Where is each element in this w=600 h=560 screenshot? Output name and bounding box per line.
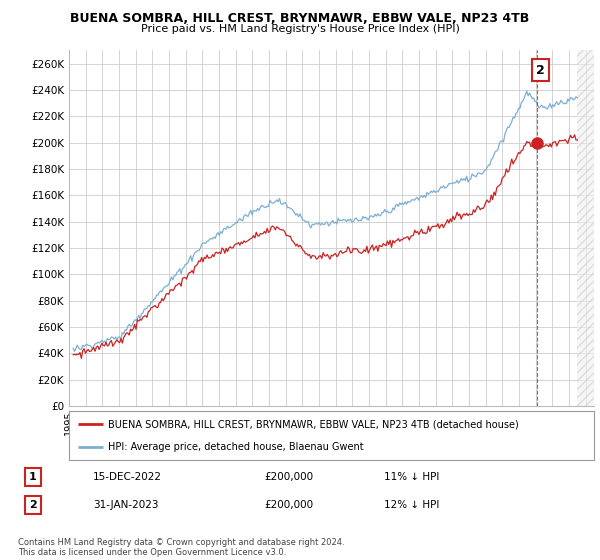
Text: 12% ↓ HPI: 12% ↓ HPI xyxy=(384,500,439,510)
Text: HPI: Average price, detached house, Blaenau Gwent: HPI: Average price, detached house, Blae… xyxy=(109,442,364,452)
Text: 2: 2 xyxy=(536,64,545,77)
Text: £200,000: £200,000 xyxy=(264,500,313,510)
Text: £200,000: £200,000 xyxy=(264,472,313,482)
Text: 11% ↓ HPI: 11% ↓ HPI xyxy=(384,472,439,482)
Text: BUENA SOMBRA, HILL CREST, BRYNMAWR, EBBW VALE, NP23 4TB: BUENA SOMBRA, HILL CREST, BRYNMAWR, EBBW… xyxy=(70,12,530,25)
Text: Price paid vs. HM Land Registry's House Price Index (HPI): Price paid vs. HM Land Registry's House … xyxy=(140,24,460,34)
Text: Contains HM Land Registry data © Crown copyright and database right 2024.
This d: Contains HM Land Registry data © Crown c… xyxy=(18,538,344,557)
Text: 1: 1 xyxy=(29,472,37,482)
Text: 31-JAN-2023: 31-JAN-2023 xyxy=(93,500,158,510)
Text: 2: 2 xyxy=(29,500,37,510)
Text: 15-DEC-2022: 15-DEC-2022 xyxy=(93,472,162,482)
Text: BUENA SOMBRA, HILL CREST, BRYNMAWR, EBBW VALE, NP23 4TB (detached house): BUENA SOMBRA, HILL CREST, BRYNMAWR, EBBW… xyxy=(109,419,519,430)
